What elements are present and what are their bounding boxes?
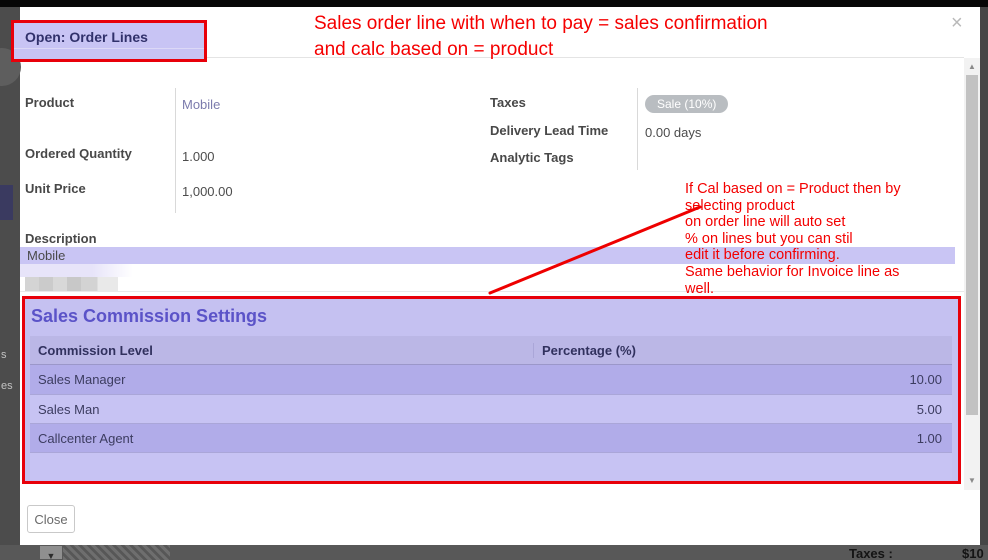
commission-level-cell: Callcenter Agent xyxy=(38,430,134,446)
taxes-label: Taxes xyxy=(490,95,526,110)
annotation-top-line2: and calc based on = product xyxy=(314,39,554,60)
commission-level-cell: Sales Man xyxy=(38,401,100,417)
background-button-fragment xyxy=(0,185,13,220)
scrollbar-thumb[interactable] xyxy=(966,75,978,415)
scroll-up-icon[interactable]: ▲ xyxy=(968,62,976,71)
annotation-side: If Cal based on = Product then by select… xyxy=(685,181,965,297)
annotation-side-line: selecting product xyxy=(685,197,795,214)
chevron-down-icon: ▼ xyxy=(46,551,56,560)
dimmed-page-right-edge xyxy=(980,7,988,560)
ordered-quantity-value: 1.000 xyxy=(182,149,215,164)
sales-commission-title: Sales Commission Settings xyxy=(31,306,268,326)
scrollbar[interactable]: ▲ ▼ xyxy=(964,58,980,490)
close-icon[interactable]: × xyxy=(951,12,963,34)
analytic-tags-label: Analytic Tags xyxy=(490,150,574,165)
table-empty-row xyxy=(30,452,952,481)
dimmed-page-bottom-edge: ▼ Taxes : $10 xyxy=(0,545,988,560)
close-button[interactable]: Close xyxy=(27,505,75,533)
unit-price-label: Unit Price xyxy=(25,181,86,196)
background-taxes-value: $10 xyxy=(962,546,984,560)
table-row[interactable]: Sales Man 5.00 xyxy=(30,394,952,423)
delivery-lead-time-value: 0.00 days xyxy=(645,125,702,140)
sales-commission-section: Sales Commission Settings Commission Lev… xyxy=(22,296,961,484)
ordered-quantity-label: Ordered Quantity xyxy=(25,146,132,161)
background-taxes-label: Taxes : xyxy=(849,546,893,560)
annotation-top: Sales order line with when to pay = sale… xyxy=(314,11,768,63)
annotation-side-line: well. xyxy=(685,280,715,297)
unit-price-value: 1,000.00 xyxy=(182,184,233,199)
percentage-cell: 5.00 xyxy=(916,401,942,417)
product-value-link[interactable]: Mobile xyxy=(182,97,221,112)
right-fields-divider xyxy=(637,88,638,170)
dimmed-page-left-edge: s es xyxy=(0,7,21,560)
redacted-text-block xyxy=(25,277,118,291)
commission-level-column-header: Commission Level xyxy=(38,342,153,358)
modal-header-divider xyxy=(20,57,964,58)
description-value: Mobile xyxy=(27,248,66,263)
modal-title-highlight-box: Open: Order Lines xyxy=(11,20,207,62)
left-fields-divider xyxy=(175,88,176,213)
product-label: Product xyxy=(25,95,75,110)
table-row[interactable]: Sales Manager 10.00 xyxy=(30,365,952,394)
table-row[interactable]: Callcenter Agent 1.00 xyxy=(30,423,952,452)
description-highlight-row: Mobile xyxy=(20,247,955,264)
commission-table: Commission Level Percentage (%) Sales Ma… xyxy=(30,336,952,481)
annotation-top-line1: Sales order line with when to pay = sale… xyxy=(314,13,768,34)
percentage-column-header: Percentage (%) xyxy=(533,342,952,358)
annotation-side-line: on order line will auto set xyxy=(685,214,846,231)
description-label: Description xyxy=(25,231,97,246)
annotation-side-line: If Cal based on = Product then by xyxy=(685,181,901,197)
scroll-down-icon[interactable]: ▼ xyxy=(968,476,976,485)
annotation-side-line: edit it before confirming. xyxy=(685,247,840,264)
title-box-rule xyxy=(14,48,204,49)
dropdown-caret: ▼ xyxy=(40,546,62,560)
top-bar xyxy=(0,0,988,7)
delivery-lead-time-label: Delivery Lead Time xyxy=(490,123,609,138)
taxes-tag: Sale (10%) xyxy=(645,95,729,113)
commission-level-cell: Sales Manager xyxy=(38,372,126,387)
background-text-fragment: es xyxy=(1,380,13,392)
annotation-side-line: Same behavior for Invoice line as xyxy=(685,263,900,280)
percentage-cell: 1.00 xyxy=(916,430,942,446)
modal-title: Open: Order Lines xyxy=(25,29,148,45)
background-text-fragment: s xyxy=(1,349,7,361)
redacted-text-block xyxy=(17,264,133,277)
percentage-cell: 10.00 xyxy=(909,372,942,387)
hatched-pattern-block xyxy=(63,545,170,560)
commission-table-header: Commission Level Percentage (%) xyxy=(30,336,952,365)
annotation-side-line: % on lines but you can stil xyxy=(685,230,853,247)
